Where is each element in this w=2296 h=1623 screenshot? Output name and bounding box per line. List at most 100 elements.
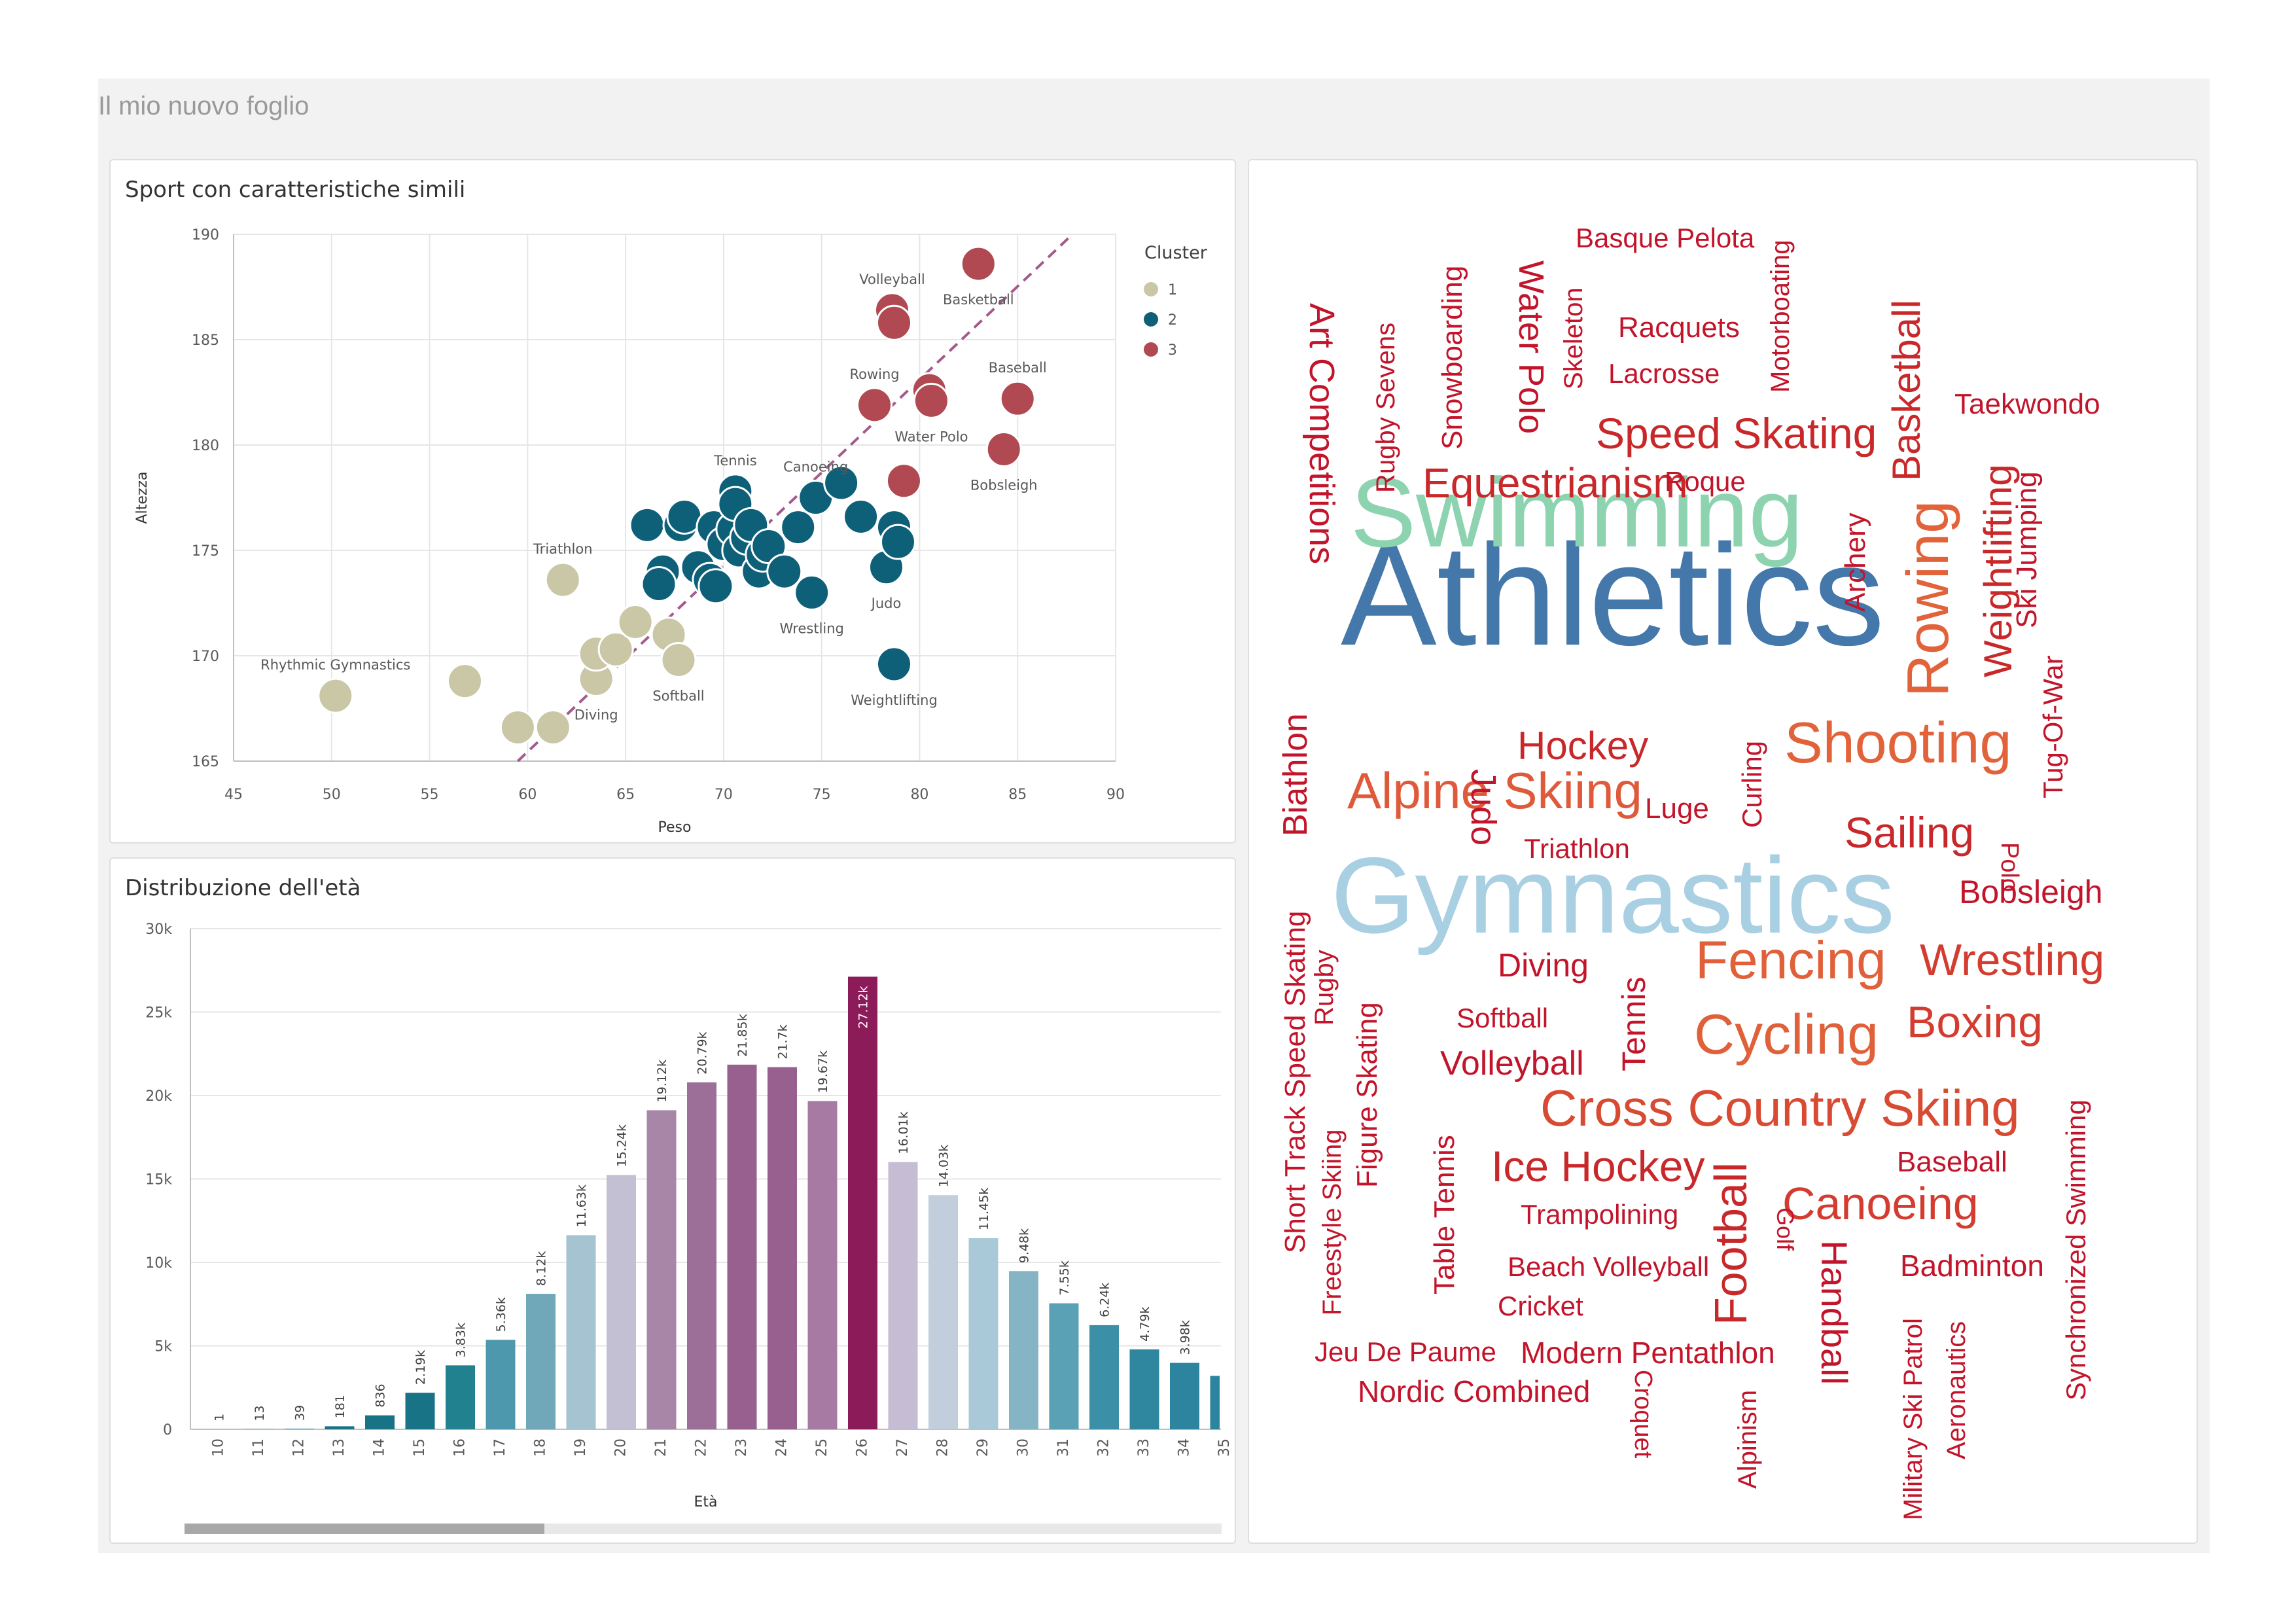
cloud-word[interactable]: Polo (1996, 842, 2023, 892)
cloud-word[interactable]: Roque (1665, 466, 1746, 497)
cloud-word[interactable]: Curling (1737, 741, 1767, 828)
cloud-word[interactable]: Baseball (1897, 1146, 2007, 1178)
cloud-word[interactable]: Badminton (1900, 1249, 2044, 1283)
y-tick-label: 190 (192, 227, 219, 243)
cloud-word[interactable]: Basque Pelota (1576, 223, 1755, 253)
cloud-word[interactable]: Military Ski Patrol (1899, 1318, 1928, 1520)
cloud-word[interactable]: Fencing (1695, 931, 1886, 990)
cloud-word[interactable]: Motorboating (1766, 240, 1795, 393)
cloud-word[interactable]: Snowboarding (1436, 266, 1468, 450)
cloud-word[interactable]: Luge (1645, 793, 1709, 825)
x-tick-label: 31 (1055, 1438, 1072, 1457)
cloud-word[interactable]: Archery (1839, 512, 1871, 612)
cloud-word[interactable]: Bobsleigh (1959, 874, 2103, 910)
cloud-word[interactable]: Equestrianism (1422, 459, 1688, 507)
cloud-word[interactable]: Softball (1457, 1003, 1548, 1033)
cloud-word[interactable]: Aeronautics (1942, 1321, 1971, 1459)
bar-data-label: 6.24k (1098, 1283, 1112, 1317)
cloud-word[interactable]: Sailing (1845, 808, 1974, 857)
cloud-word[interactable]: Volleyball (1440, 1044, 1584, 1082)
cloud-word[interactable]: Lacrosse (1608, 358, 1720, 389)
x-axis-title: Età (694, 1494, 717, 1510)
age-bar (807, 1101, 838, 1429)
cloud-word[interactable]: Cycling (1694, 1003, 1879, 1066)
cloud-word[interactable]: Nordic Combined (1358, 1374, 1590, 1408)
cloud-word[interactable]: Skeleton (1559, 287, 1588, 389)
y-tick-label: 5k (154, 1339, 172, 1355)
y-tick-label: 20k (145, 1088, 172, 1105)
cloud-word[interactable]: Hockey (1517, 724, 1648, 768)
cloud-word[interactable]: Diving (1498, 947, 1589, 984)
word-cloud-panel[interactable]: Athletics Swimming Gymnastics Rowing Shootin… (1248, 159, 2198, 1544)
scatter-legend: Cluster 1 2 3 (1144, 243, 1208, 359)
cloud-word[interactable]: Alpine Skiing (1347, 762, 1642, 819)
legend-swatch (1144, 282, 1158, 296)
cloud-word[interactable]: Rugby (1310, 950, 1339, 1026)
cloud-word[interactable]: Tug-Of-War (2038, 655, 2068, 798)
x-tick-label: 65 (616, 787, 635, 803)
cloud-word[interactable]: Biathlon (1277, 713, 1315, 836)
cloud-word[interactable]: Basketball (1884, 300, 1928, 481)
y-tick-label: 185 (192, 332, 219, 349)
cloud-word[interactable]: Trampolining (1521, 1199, 1678, 1230)
data-point (879, 524, 916, 560)
age-bar (607, 1175, 636, 1429)
cloud-word[interactable]: Croquet (1629, 1370, 1657, 1459)
cloud-word[interactable]: Ski Jumping (2011, 471, 2043, 628)
scatter-chart-panel[interactable]: Sport con caratteristiche simili 45 50 55 6… (109, 159, 1236, 844)
cloud-word[interactable]: Taekwondo (1954, 388, 2100, 420)
cloud-word[interactable]: Football (1705, 1162, 1756, 1325)
cloud-word[interactable]: Judo (1464, 769, 1503, 846)
data-point (660, 641, 697, 678)
legend-swatch (1144, 342, 1158, 357)
age-distribution-chart[interactable]: 0 5k 10k 15k 20k 25k 30k 1 10 13 11 39 12 181 13 836 14 2… (111, 859, 1235, 1543)
cloud-word[interactable]: Boxing (1907, 997, 2043, 1047)
cloud-word[interactable]: Weightlifting (1976, 464, 2020, 677)
data-point (544, 562, 581, 598)
scrollbar-thumb[interactable] (185, 1524, 544, 1534)
cloud-word[interactable]: Cross Country Skiing (1540, 1079, 2020, 1137)
cloud-word[interactable]: Figure Skating (1351, 1002, 1383, 1188)
cloud-word[interactable]: Canoeing (1782, 1178, 1979, 1229)
cloud-word[interactable]: Shooting (1784, 710, 2011, 775)
cloud-word[interactable]: Water Polo (1511, 260, 1551, 434)
point-label: Diving (574, 707, 618, 722)
y-tick-label: 15k (145, 1172, 172, 1188)
x-tick-label: 16 (452, 1438, 468, 1457)
age-distribution-panel[interactable]: Distribuzione dell'età 0 5k 10k 15k 20k 25k 30… (109, 857, 1236, 1544)
cloud-word[interactable]: Freestyle Skiing (1318, 1129, 1347, 1315)
cloud-word[interactable]: Alpinism (1733, 1390, 1762, 1489)
x-tick-label: 20 (613, 1438, 629, 1457)
cloud-word[interactable]: Speed Skating (1596, 409, 1877, 457)
cloud-word[interactable]: Golf (1772, 1207, 1799, 1251)
bar-data-label: 19.67k (816, 1050, 830, 1093)
point-label: Rowing (849, 366, 899, 382)
y-tick-label: 165 (192, 754, 219, 770)
cloud-word[interactable]: Swimming (1351, 457, 1803, 567)
cloud-word[interactable]: Art Competitions (1302, 303, 1341, 564)
cloud-word[interactable]: Rowing (1896, 501, 1961, 697)
cloud-word[interactable]: Synchronized Swimming (2060, 1099, 2091, 1400)
cloud-word[interactable]: Short Track Speed Skating (1279, 911, 1311, 1253)
cloud-word[interactable]: Triathlon (1524, 833, 1630, 864)
legend-label: 2 (1168, 312, 1177, 329)
cloud-word[interactable]: Athletics (1341, 514, 1884, 675)
cloud-word[interactable]: Cricket (1498, 1291, 1583, 1321)
scatter-chart[interactable]: 45 50 55 60 65 70 75 80 85 90 165 170 175 180 185 190 Pe… (111, 160, 1235, 842)
cloud-word[interactable]: Racquets (1618, 312, 1740, 344)
cloud-word[interactable]: Jeu De Paume (1315, 1336, 1496, 1367)
cloud-word[interactable]: Rugby Sevens (1371, 323, 1400, 493)
cloud-word[interactable]: Beach Volleyball (1508, 1251, 1709, 1282)
cloud-word[interactable]: Ice Hockey (1491, 1142, 1704, 1190)
cloud-word[interactable]: Modern Pentathlon (1521, 1336, 1775, 1370)
cloud-word[interactable]: Tennis (1616, 976, 1652, 1071)
bar-data-label: 21.85k (735, 1014, 750, 1056)
data-point (629, 507, 665, 543)
cloud-word[interactable]: Table Tennis (1428, 1135, 1460, 1294)
cloud-word[interactable]: Gymnastics (1331, 835, 1895, 955)
age-bar (768, 1067, 797, 1429)
x-tick-label: 45 (224, 787, 243, 803)
cloud-word[interactable]: Wrestling (1920, 935, 2104, 985)
cloud-word[interactable]: Handball (1814, 1240, 1855, 1385)
